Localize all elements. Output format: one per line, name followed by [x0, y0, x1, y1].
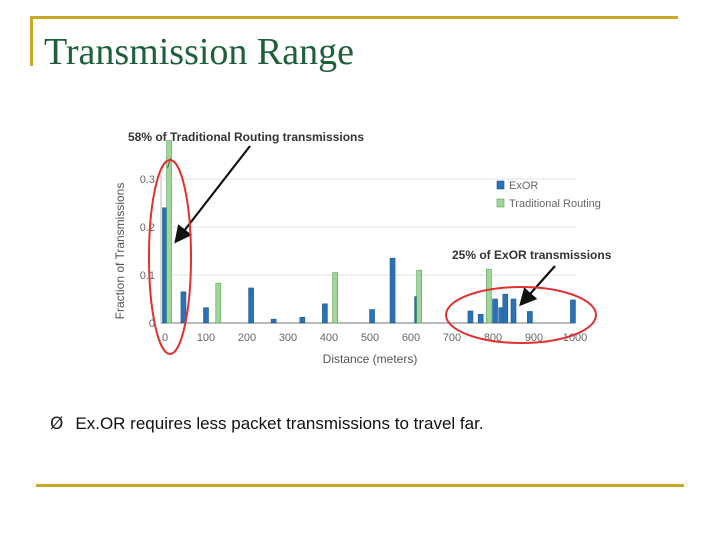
traditional-bar	[215, 282, 222, 324]
exor-bar	[248, 287, 254, 324]
bullet-item: Ø Ex.OR requires less packet transmissio…	[50, 414, 484, 434]
highlight-ellipse	[445, 286, 597, 344]
legend-label: ExOR	[509, 180, 538, 192]
x-tick-label: 300	[279, 332, 297, 344]
x-axis-title: Distance (meters)	[323, 352, 418, 366]
exor-bar	[299, 316, 306, 324]
annotation-exor: 25% of ExOR transmissions	[452, 248, 612, 262]
left-rule	[30, 16, 33, 66]
exor-bar	[180, 291, 187, 324]
x-tick-label: 900	[525, 332, 543, 344]
traditional-bar	[166, 140, 172, 324]
legend-swatch	[496, 198, 505, 208]
x-tick-label: 500	[361, 332, 379, 344]
exor-bar	[369, 309, 375, 324]
exor-bar	[467, 310, 474, 324]
exor-bar	[570, 299, 576, 324]
annotation-arrow	[174, 145, 251, 244]
x-tick-label: 1000	[563, 332, 587, 344]
exor-bar	[527, 311, 533, 324]
y-tick-label: 0	[149, 318, 155, 330]
y-tick-label: 0.2	[140, 222, 155, 234]
legend-swatch	[496, 180, 505, 190]
traditional-bar	[332, 272, 338, 324]
annotation-arrow	[519, 265, 556, 307]
exor-bar	[203, 307, 209, 324]
x-tick-label: 400	[320, 332, 338, 344]
exor-bar	[502, 293, 509, 324]
x-tick-label: 600	[402, 332, 420, 344]
x-tick-label: 100	[197, 332, 215, 344]
exor-bar	[389, 257, 396, 324]
exor-bar	[270, 318, 277, 324]
traditional-bar	[486, 268, 492, 324]
x-tick-label: 0	[162, 332, 168, 344]
top-rule	[30, 16, 678, 19]
exor-bar	[510, 298, 517, 324]
x-tick-label: 200	[238, 332, 256, 344]
y-tick-label: 0.3	[140, 174, 155, 186]
legend-label: Traditional Routing	[509, 198, 601, 210]
annotation-traditional: 58% of Traditional Routing transmissions	[128, 130, 364, 144]
exor-bar	[322, 303, 328, 324]
exor-bar	[477, 314, 484, 324]
y-axis-title: Fraction of Transmissions	[113, 183, 127, 320]
exor-bar	[492, 298, 498, 324]
axis-break-mark: /	[167, 156, 172, 170]
arrow-bullet-icon: Ø	[50, 414, 64, 434]
bullet-text: Ex.OR requires less packet transmissions…	[75, 414, 484, 433]
x-tick-label: 700	[443, 332, 461, 344]
highlight-ellipse	[148, 159, 192, 355]
y-tick-label: 0.1	[140, 270, 155, 282]
bottom-rule	[36, 484, 684, 487]
traditional-bar	[416, 269, 423, 324]
slide-title: Transmission Range	[44, 31, 355, 73]
transmission-range-chart: 00.10.20.30 100 200 300 400 500 600 700 800 900 10…	[113, 130, 612, 366]
